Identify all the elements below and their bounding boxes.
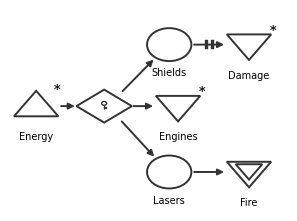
Circle shape — [147, 156, 191, 189]
Polygon shape — [236, 164, 262, 179]
Text: Fire: Fire — [240, 198, 258, 208]
Polygon shape — [76, 90, 132, 123]
Polygon shape — [211, 40, 214, 49]
Polygon shape — [227, 34, 271, 60]
Text: *: * — [198, 86, 205, 99]
Polygon shape — [156, 96, 200, 121]
Text: *: * — [269, 25, 276, 38]
Text: Damage: Damage — [228, 71, 270, 81]
Text: Energy: Energy — [19, 132, 53, 142]
Circle shape — [147, 28, 191, 61]
Text: Engines: Engines — [159, 132, 198, 143]
Polygon shape — [205, 40, 208, 49]
Text: Shields: Shields — [152, 69, 187, 78]
Polygon shape — [14, 91, 58, 116]
Polygon shape — [227, 162, 271, 187]
Text: Lasers: Lasers — [153, 196, 185, 206]
Text: *: * — [54, 84, 60, 97]
